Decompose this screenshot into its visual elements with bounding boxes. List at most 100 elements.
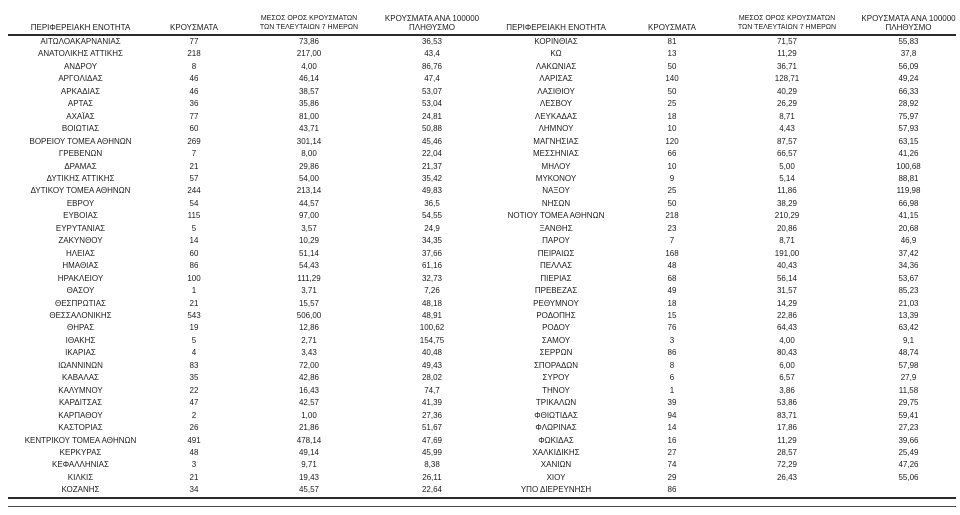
table-row: ΚΑΣΤΟΡΙΑΣ 26 21,86 51,67 ΦΛΩΡΙΝΑΣ 14 17,86 27,2…: [8, 422, 956, 434]
region-cell-left: ΓΡΕΒΕΝΩΝ: [58, 149, 103, 159]
cases-cell-left: 218: [187, 49, 201, 59]
column-header-avg7-left-line1: ΜΕΣΟΣ ΟΡΟΣ ΚΡΟΥΣΜΑΤΩΝ: [260, 15, 358, 22]
table-row: ΕΒΡΟΥ 54 44,57 36,5 ΝΗΣΩΝ 50 38,29 66,98: [8, 198, 956, 210]
region-cell-right: ΝΑΞΟΥ: [542, 186, 570, 196]
cases-cell-right: 74: [667, 460, 677, 470]
avg7-cell-right: 22,86: [776, 310, 798, 320]
region-cell-right: ΡΟΔΟΠΗΣ: [536, 310, 576, 320]
table-row: ΘΕΣΣΑΛΟΝΙΚΗΣ 543 506,00 48,91 ΡΟΔΟΠΗΣ 15 22,86…: [8, 310, 956, 322]
cases-cell-right: 86: [667, 348, 677, 358]
avg7-cell-left: 3,57: [301, 223, 317, 233]
per100k-cell-right: 27,23: [898, 423, 919, 433]
per100k-cell-left: 37,66: [421, 248, 443, 258]
avg7-cell-left: 506,00: [296, 310, 322, 320]
region-cell-right: ΠΙΕΡΙΑΣ: [540, 273, 572, 283]
avg7-cell-right: 64,43: [776, 323, 798, 333]
per100k-cell-left: 41,39: [421, 398, 443, 408]
per100k-cell-left: 53,04: [421, 99, 443, 109]
cases-cell-left: 21: [189, 161, 199, 171]
avg7-cell-left: 15,57: [298, 298, 320, 308]
avg7-cell-left: 81,00: [298, 111, 320, 121]
per100k-cell-right: 20,68: [898, 223, 919, 233]
table-row: ΔΡΑΜΑΣ 21 29,86 21,37 ΜΗΛΟΥ 10 5,00 100,68: [8, 161, 956, 173]
region-cell-right: ΜΑΓΝΗΣΙΑΣ: [533, 136, 579, 146]
table-row: ΑΡΚΑΔΙΑΣ 46 38,57 53,07 ΛΑΣΙΘΙΟΥ 50 40,29 66,33: [8, 86, 956, 98]
per100k-cell-left: 50,88: [421, 124, 443, 134]
per100k-cell-left: 47,69: [421, 435, 443, 445]
avg7-cell-left: 2,71: [301, 335, 317, 345]
cases-cell-right: 48: [667, 261, 677, 271]
cases-cell-left: 8: [191, 61, 197, 71]
avg7-cell-right: 128,71: [774, 74, 800, 84]
table-row: ΘΑΣΟΥ 1 3,71 7,26 ΠΡΕΒΕΖΑΣ 49 31,57 85,23: [8, 285, 956, 297]
avg7-cell-left: 43,71: [298, 124, 320, 134]
cases-cell-left: 77: [189, 111, 199, 121]
avg7-cell-right: 53,86: [776, 398, 798, 408]
regional-cases-table: ΠΕΡΙΦΕΡΕΙΑΚΗ ΕΝΟΤΗΤΑ ΚΡΟΥΣΜΑΤΑ ΜΕΣΟΣ ΟΡΟ…: [8, 4, 956, 499]
column-header-per100k-right: ΚΡΟΥΣΜΑΤΑ ΑΝΑ 100000 ΠΛΗΘΥΣΜΟ: [861, 4, 956, 36]
avg7-cell-left: 10,29: [298, 236, 320, 246]
cases-cell-left: 86: [189, 261, 199, 271]
cases-cell-right: 15: [667, 310, 677, 320]
avg7-cell-right: 80,43: [776, 348, 798, 358]
cases-cell-left: 60: [189, 124, 199, 134]
table-row: ΙΘΑΚΗΣ 5 2,71 154,75 ΣΑΜΟΥ 3 4,00 9,1: [8, 335, 956, 347]
cases-cell-left: 4: [191, 348, 197, 358]
per100k-cell-left: 7,26: [424, 286, 440, 296]
avg7-cell-left: 111,29: [297, 273, 321, 283]
region-cell-right: ΛΑΚΩΝΙΑΣ: [535, 61, 577, 71]
header-row: ΠΕΡΙΦΕΡΕΙΑΚΗ ΕΝΟΤΗΤΑ ΚΡΟΥΣΜΑΤΑ ΜΕΣΟΣ ΟΡΟ…: [8, 4, 956, 36]
cases-cell-left: 21: [189, 298, 199, 308]
per100k-cell-right: 48,74: [898, 348, 919, 358]
cases-cell-left: 14: [189, 236, 199, 246]
column-header-avg7-right-line1: ΜΕΣΟΣ ΟΡΟΣ ΚΡΟΥΣΜΑΤΩΝ: [738, 15, 836, 22]
cases-cell-left: 3: [191, 460, 197, 470]
table-row: ΑΡΓΟΛΙΔΑΣ 46 46,14 47,4 ΛΑΡΙΣΑΣ 140 128,71 49,2…: [8, 73, 956, 85]
region-cell-right: ΡΕΘΥΜΝΟΥ: [533, 298, 579, 308]
cases-cell-right: 6: [669, 373, 675, 383]
region-cell-left: ΚΙΛΚΙΣ: [67, 472, 94, 482]
avg7-cell-right: 66,57: [776, 149, 798, 159]
table-row: ΒΟΡΕΙΟΥ ΤΟΜΕΑ ΑΘΗΝΩΝ 269 301,14 45,46 ΜΑΓΝΗΣ…: [8, 136, 956, 148]
avg7-cell-left: 8,00: [301, 149, 317, 159]
table-row: ΕΥΒΟΙΑΣ 115 97,00 54,55 ΝΟΤΙΟΥ ΤΟΜΕΑ ΑΘΗΝΩΝ 2…: [8, 210, 956, 222]
cases-cell-left: 48: [189, 447, 199, 457]
table-row: ΚΑΡΠΑΘΟΥ 2 1,00 27,36 ΦΘΙΩΤΙΔΑΣ 94 83,71 59,41: [8, 410, 956, 422]
avg7-cell-left: 46,14: [298, 74, 320, 84]
cases-cell-right: 49: [667, 286, 677, 296]
avg7-cell-right: 38,29: [776, 198, 798, 208]
cases-cell-right: 10: [667, 124, 677, 134]
table-row: ΚΙΛΚΙΣ 21 19,43 26,11 ΧΙΟΥ 29 26,43 55,06: [8, 472, 956, 484]
column-header-per100k-left-line1: ΚΡΟΥΣΜΑΤΑ ΑΝΑ 100000: [384, 14, 480, 23]
region-cell-right: ΣΥΡΟΥ: [542, 373, 570, 383]
per100k-cell-right: 85,23: [898, 286, 919, 296]
avg7-cell-right: 4,43: [779, 124, 795, 134]
cases-cell-left: 5: [191, 335, 197, 345]
cases-cell-right: 9: [669, 173, 675, 183]
per100k-cell-right: 39,66: [898, 435, 919, 445]
cases-cell-right: 140: [665, 74, 679, 84]
per100k-cell-left: 43,4: [424, 49, 440, 59]
avg7-cell-right: 56,14: [776, 273, 798, 283]
region-cell-right: ΚΟΡΙΝΘΙΑΣ: [534, 37, 578, 46]
avg7-cell-right: 6,57: [779, 373, 795, 383]
per100k-cell-left: 32,73: [421, 273, 443, 283]
avg7-cell-left: 38,57: [298, 86, 320, 96]
region-cell-right: ΤΗΝΟΥ: [542, 385, 570, 395]
table-row: ΘΗΡΑΣ 19 12,86 100,62 ΡΟΔΟΥ 76 64,43 63,42: [8, 322, 956, 334]
region-cell-right: ΝΟΤΙΟΥ ΤΟΜΕΑ ΑΘΗΝΩΝ: [507, 211, 605, 221]
cases-cell-left: 2: [191, 410, 197, 420]
avg7-cell-right: 26,29: [776, 99, 798, 109]
region-cell-right: ΠΕΛΛΑΣ: [539, 261, 573, 271]
cases-cell-left: 36: [189, 99, 199, 109]
table-row: ΚΕΝΤΡΙΚΟΥ ΤΟΜΕΑ ΑΘΗΝΩΝ 491 478,14 47,69 ΦΩΚΙ…: [8, 435, 956, 447]
avg7-cell-right: 17,86: [776, 423, 798, 433]
region-cell-right: ΣΑΜΟΥ: [541, 335, 571, 345]
avg7-cell-right: 83,71: [776, 410, 798, 420]
region-cell-right: ΚΩ: [550, 49, 562, 59]
avg7-cell-left: 54,43: [298, 261, 320, 271]
table-row: ΑΧΑΪΑΣ 77 81,00 24,81 ΛΕΥΚΑΔΑΣ 18 8,71 75,97: [8, 111, 956, 123]
region-cell-right: ΥΠΟ ΔΙΕΡΕΥΝΗΣΗ: [481, 484, 631, 499]
avg7-cell-right: 210,29: [774, 211, 800, 221]
per100k-cell-left: 51,67: [421, 423, 443, 433]
